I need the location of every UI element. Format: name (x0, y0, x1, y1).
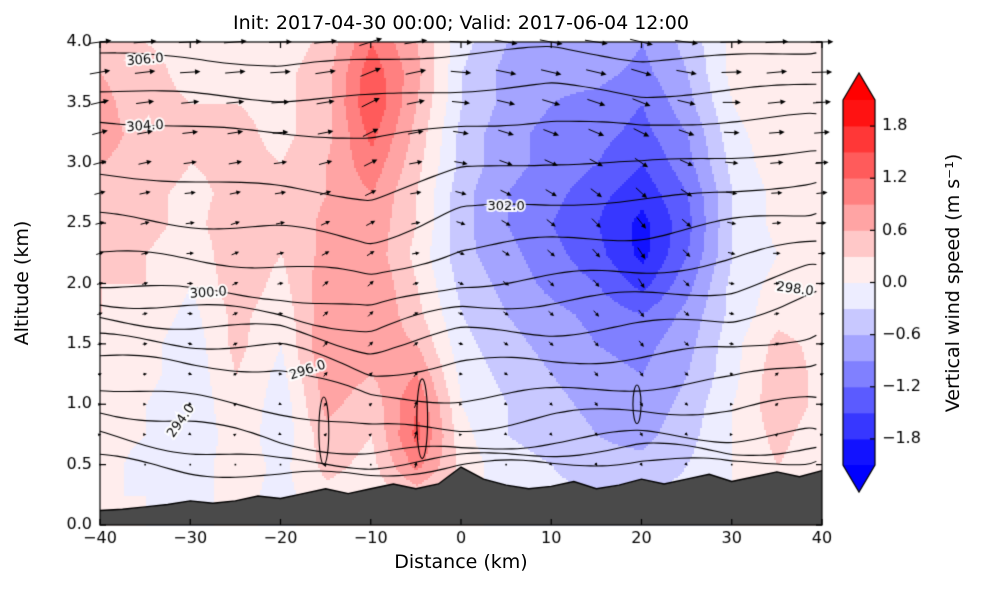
x-axis-label: Distance (km) (394, 551, 528, 573)
colorbar-label: Vertical wind speed (m s⁻¹) (942, 153, 964, 413)
plot-title: Init: 2017-04-30 00:00; Valid: 2017-06-0… (233, 12, 689, 34)
y-axis-label: Altitude (km) (11, 220, 33, 346)
